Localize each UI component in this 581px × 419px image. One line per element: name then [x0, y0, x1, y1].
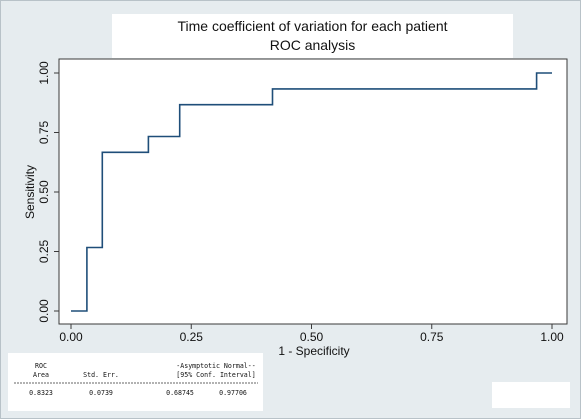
y-axis-label: Sensitivity — [23, 165, 37, 219]
y-tick-label: 0.50 — [37, 180, 51, 204]
stats-head-area: Area — [33, 371, 49, 379]
plot-area — [58, 58, 568, 325]
stats-head-ci: [95% Conf. Interval] — [176, 371, 255, 379]
blank-panel — [492, 382, 570, 408]
x-axis-label: 1 - Specificity — [278, 344, 349, 358]
y-tick-label: 0.00 — [37, 299, 51, 323]
y-tick-label: 0.25 — [37, 239, 51, 263]
stats-value-ci-lower: 0.68745 — [166, 389, 194, 397]
stats-head-asymptotic: -Asymptotic Normal-- — [176, 362, 255, 370]
roc-curve — [71, 72, 552, 312]
chart-subtitle: ROC analysis — [269, 37, 356, 53]
x-tick-label: 0.50 — [300, 330, 324, 344]
x-tick-label: 0.00 — [59, 330, 83, 344]
x-tick-label: 0.25 — [180, 330, 204, 344]
x-tick-label: 0.75 — [420, 330, 444, 344]
roc-stats-table: ROC -Asymptotic Normal-- Area Std. Err. … — [8, 353, 263, 411]
stats-head-roc: ROC — [35, 362, 47, 370]
stats-table-svg: ROC -Asymptotic Normal-- Area Std. Err. … — [14, 362, 258, 397]
stats-head-stderr: Std. Err. — [83, 371, 119, 379]
x-tick-label: 1.00 — [540, 330, 564, 344]
x-axis: 0.00 0.25 0.50 0.75 1.00 — [59, 324, 564, 344]
title-box: Time coefficient of variation for each p… — [112, 14, 513, 58]
y-tick-label: 0.75 — [37, 120, 51, 144]
stats-value-stderr: 0.0739 — [89, 389, 113, 397]
stats-value-area: 0.8323 — [29, 389, 53, 397]
y-tick-label: 1.00 — [37, 61, 51, 85]
y-axis: 0.00 0.25 0.50 0.75 1.00 — [37, 61, 59, 323]
stats-value-ci-upper: 0.97706 — [219, 389, 247, 397]
chart-title: Time coefficient of variation for each p… — [177, 18, 448, 34]
